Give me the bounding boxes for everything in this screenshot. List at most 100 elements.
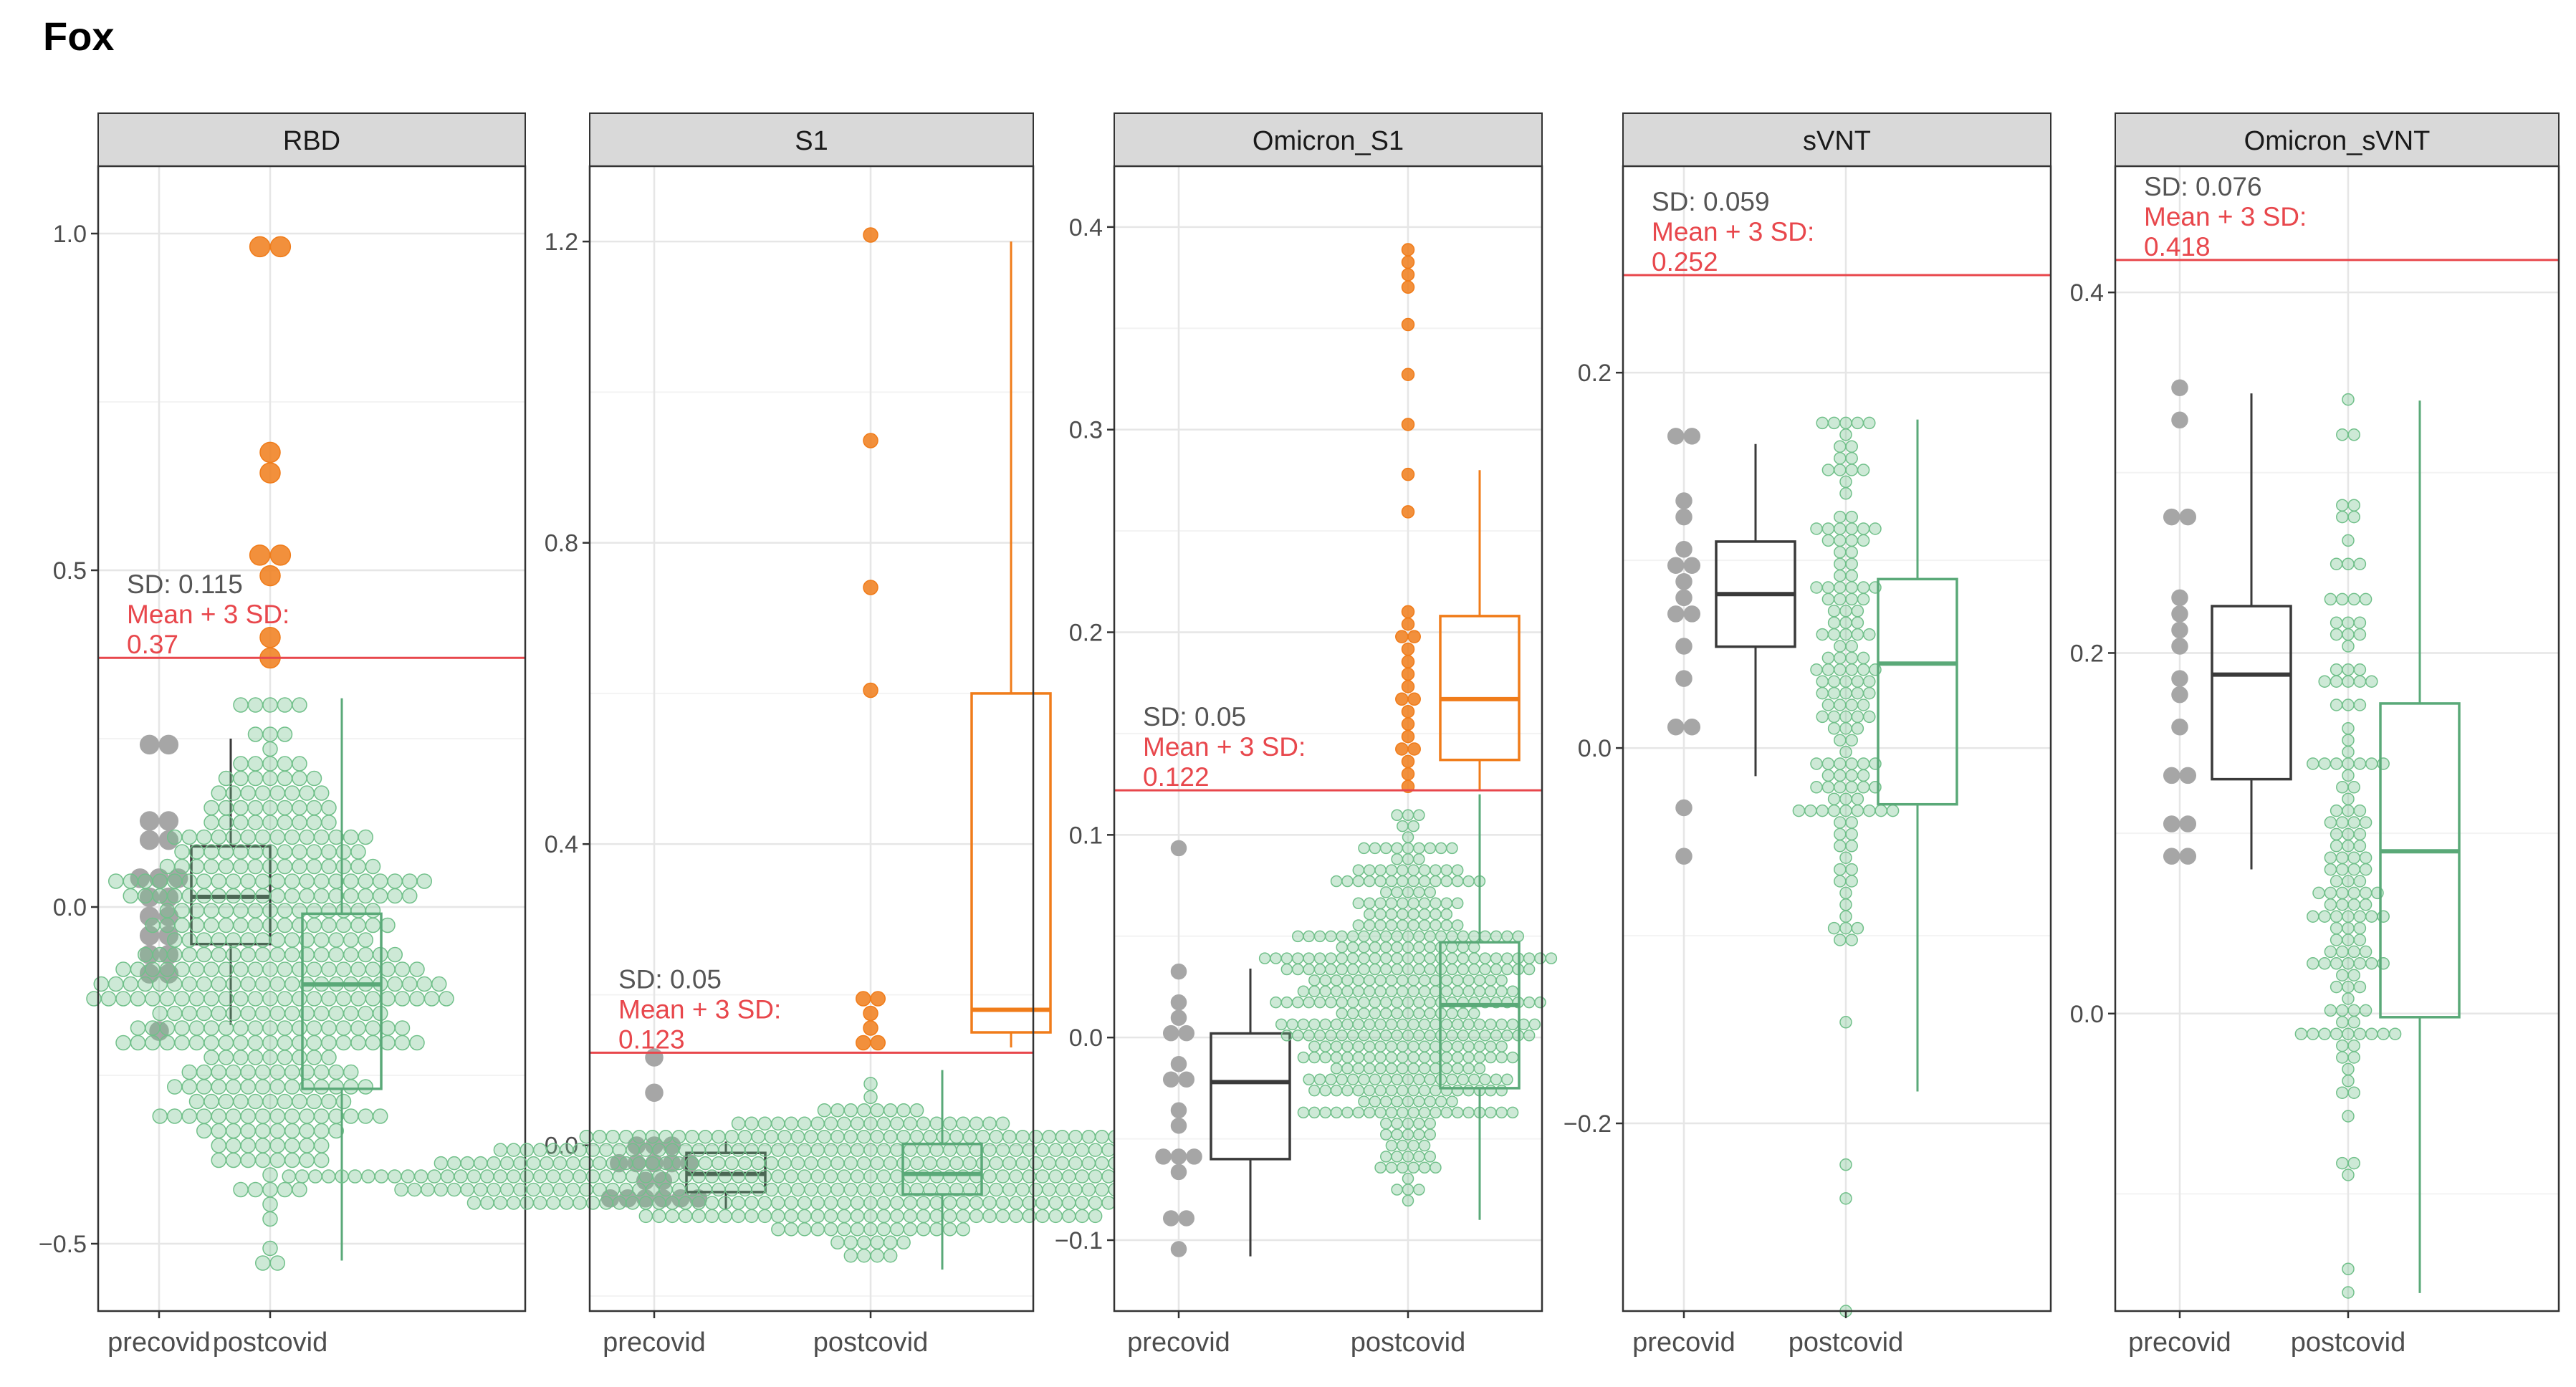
postcovid-point-svnt (1834, 663, 1847, 676)
postcovid-point-svnt (1839, 487, 1852, 500)
postcovid-point-svnt (1863, 628, 1876, 641)
y-tick-label-s1: 1.2 (545, 229, 578, 256)
postcovid-point-s1 (1088, 1143, 1103, 1157)
postcovid-point-s1 (1015, 1129, 1030, 1144)
postcovid-point-s1 (1062, 1209, 1076, 1224)
postcovid-point-omicron_s1 (1462, 1040, 1475, 1052)
postcovid-point-svnt (1863, 686, 1876, 700)
postcovid-point-rbd (365, 991, 381, 1007)
postcovid-point-omicron_svnt (2318, 675, 2331, 688)
postcovid-point-s1 (1101, 1169, 1116, 1184)
postcovid-point-omicron_s1 (1369, 1030, 1382, 1042)
postcovid-point-s1 (843, 1182, 858, 1197)
postcovid-point-rbd (204, 1050, 219, 1065)
postcovid-point-rbd (269, 1123, 285, 1139)
postcovid-high-point-omicron_s1 (1401, 704, 1415, 719)
postcovid-point-omicron_s1 (1430, 897, 1442, 909)
postcovid-point-svnt (1851, 675, 1864, 688)
postcovid-point-omicron_s1 (1325, 952, 1337, 964)
postcovid-point-omicron_svnt (2330, 616, 2343, 629)
postcovid-point-s1 (744, 1143, 759, 1157)
postcovid-point-omicron_svnt (2342, 1286, 2355, 1299)
postcovid-point-omicron_s1 (1407, 897, 1419, 909)
postcovid-point-rbd (247, 917, 264, 934)
postcovid-point-omicron_svnt (2342, 1262, 2355, 1275)
postcovid-point-s1 (447, 1156, 461, 1171)
postcovid-point-rbd (196, 888, 212, 904)
postcovid-point-omicron_s1 (1292, 1030, 1304, 1042)
postcovid-point-rbd (152, 1005, 168, 1022)
postcovid-point-omicron_s1 (1418, 919, 1431, 931)
postcovid-point-omicron_s1 (1495, 1040, 1508, 1052)
postcovid-point-omicron_s1 (1363, 875, 1376, 888)
postcovid-point-s1 (923, 1156, 937, 1171)
postcovid-point-omicron_s1 (1451, 974, 1464, 987)
postcovid-point-omicron_s1 (1391, 1095, 1403, 1108)
postcovid-point-omicron_s1 (1397, 908, 1409, 921)
postcovid-point-svnt (1834, 557, 1847, 570)
postcovid-point-rbd (328, 1123, 344, 1139)
postcovid-point-omicron_s1 (1358, 963, 1370, 976)
postcovid-point-svnt (1839, 675, 1852, 688)
postcovid-point-s1 (909, 1103, 924, 1118)
postcovid-point-rbd (306, 1093, 322, 1110)
postcovid-point-rbd (314, 1079, 330, 1095)
postcovid-point-rbd (255, 829, 271, 845)
postcovid-point-s1 (712, 1182, 726, 1197)
postcovid-point-rbd (321, 1020, 337, 1036)
postcovid-point-s1 (995, 1169, 1010, 1184)
postcovid-point-omicron_s1 (1330, 1051, 1343, 1064)
panel-border-rbd (97, 165, 527, 1312)
postcovid-point-omicron_svnt (2353, 827, 2367, 841)
postcovid-point-s1 (764, 1182, 779, 1197)
postcovid-point-omicron_s1 (1446, 842, 1458, 855)
postcovid-point-s1 (513, 1156, 527, 1171)
postcovid-point-s1 (645, 1182, 660, 1197)
postcovid-point-s1 (605, 1129, 620, 1144)
postcovid-point-svnt (1845, 840, 1858, 853)
x-tick-label-postcovid-s1: postcovid (813, 1328, 929, 1358)
postcovid-point-rbd (211, 785, 226, 801)
postcovid-point-s1 (593, 1129, 607, 1144)
postcovid-point-s1 (916, 1143, 931, 1157)
postcovid-point-s1 (546, 1196, 560, 1210)
postcovid-point-rbd (292, 917, 307, 934)
postcovid-point-omicron_s1 (1397, 985, 1409, 997)
precovid-point-omicron_svnt (2171, 719, 2188, 736)
postcovid-point-rbd (292, 858, 307, 875)
postcovid-point-omicron_svnt (2359, 945, 2372, 959)
postcovid-point-omicron_svnt (2330, 557, 2343, 570)
postcovid-point-rbd (284, 1079, 300, 1095)
postcovid-point-s1 (903, 1222, 918, 1237)
postcovid-point-rbd (211, 1005, 226, 1022)
postcovid-point-s1 (837, 1209, 851, 1224)
postcovid-point-rbd (328, 932, 344, 948)
postcovid-point-omicron_svnt (2342, 921, 2355, 935)
postcovid-point-omicron_svnt (2347, 886, 2360, 900)
postcovid-point-rbd (181, 1064, 197, 1080)
postcovid-point-omicron_s1 (1397, 1139, 1409, 1152)
postcovid-point-s1 (798, 1209, 812, 1224)
x-tick-label-precovid-s1: precovid (603, 1328, 706, 1358)
postcovid-point-omicron_svnt (2353, 910, 2367, 923)
postcovid-point-rbd (226, 1005, 241, 1022)
postcovid-point-omicron_s1 (1308, 1084, 1321, 1097)
postcovid-point-s1 (810, 1209, 825, 1224)
postcovid-high-point-omicron_s1 (1407, 742, 1421, 756)
postcovid-point-rbd (196, 1108, 212, 1124)
postcovid-point-s1 (896, 1103, 911, 1118)
postcovid-point-omicron_s1 (1319, 974, 1331, 987)
postcovid-point-rbd (174, 917, 190, 934)
postcovid-point-omicron_s1 (1545, 952, 1558, 964)
postcovid-point-omicron_s1 (1485, 1084, 1497, 1097)
postcovid-point-rbd (130, 961, 146, 977)
postcovid-point-omicron_s1 (1380, 1118, 1392, 1130)
postcovid-point-omicron_s1 (1275, 1018, 1288, 1031)
postcovid-point-omicron_s1 (1280, 963, 1293, 976)
postcovid-point-omicron_s1 (1330, 1040, 1343, 1052)
postcovid-point-svnt (1839, 710, 1852, 724)
mean-label-rbd: Mean + 3 SD: (127, 600, 289, 629)
postcovid-point-omicron_s1 (1336, 963, 1348, 976)
x-tick-label-precovid-omicron_svnt: precovid (2128, 1328, 2231, 1358)
postcovid-point-s1 (599, 1196, 613, 1210)
